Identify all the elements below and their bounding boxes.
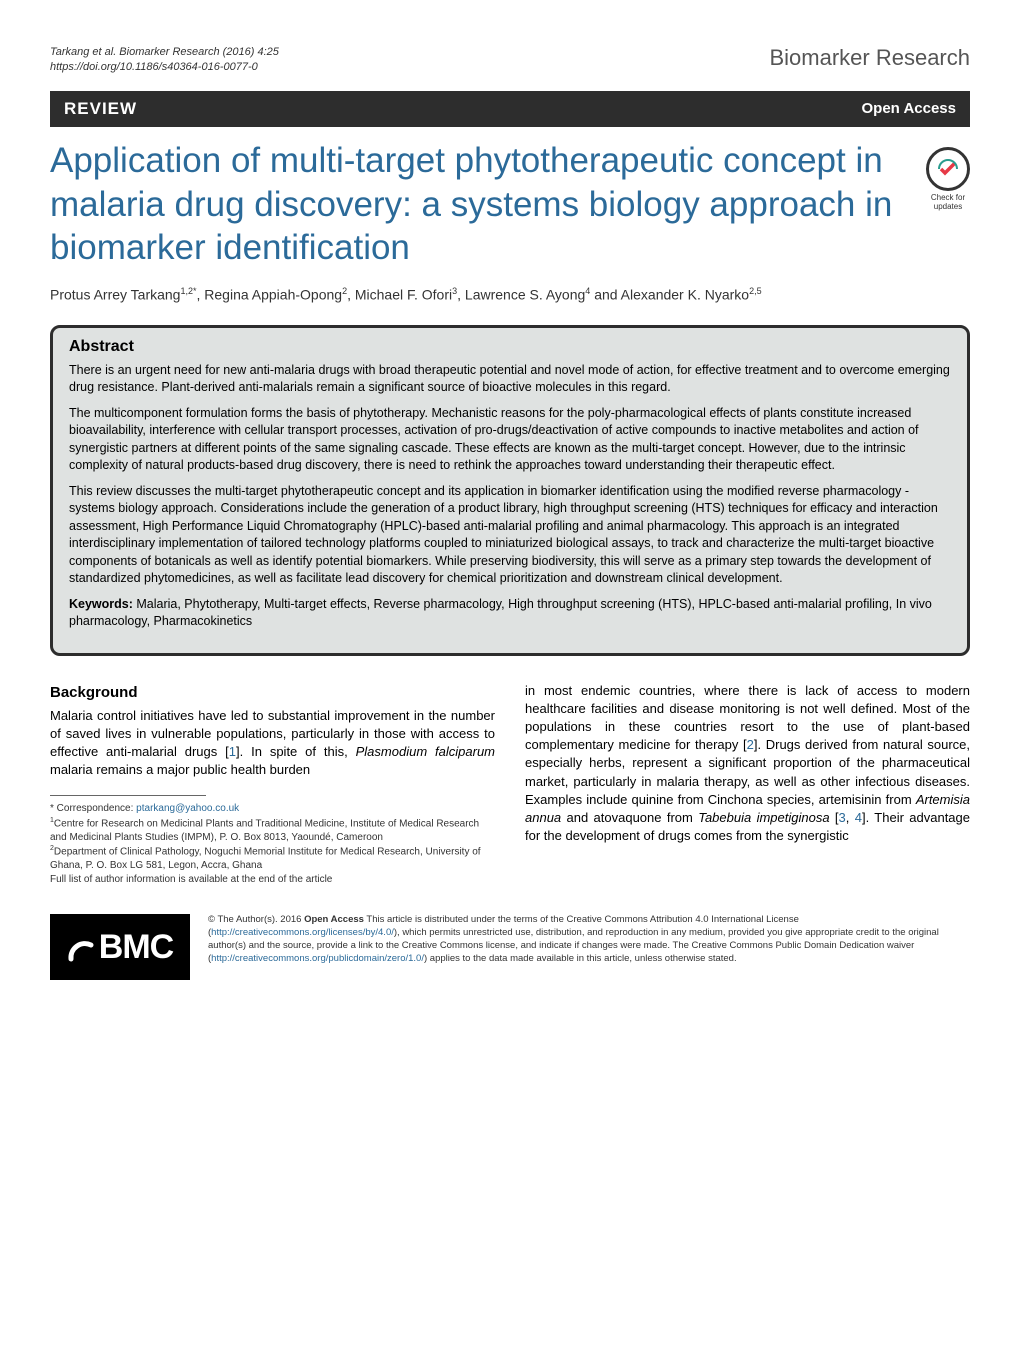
body-columns: Background Malaria control initiatives h… bbox=[50, 682, 970, 886]
crossmark-badge[interactable]: Check for updates bbox=[926, 139, 970, 212]
background-heading: Background bbox=[50, 682, 495, 703]
bmc-logo-text: BMC bbox=[99, 928, 173, 967]
full-author-info: Full list of author information is avail… bbox=[50, 873, 495, 887]
page-header: Tarkang et al. Biomarker Research (2016)… bbox=[50, 45, 970, 76]
bmc-logo: BMC bbox=[50, 914, 190, 980]
ref-link-3[interactable]: 3 bbox=[839, 810, 846, 825]
abstract-para-1: There is an urgent need for new anti-mal… bbox=[69, 362, 951, 397]
ref-link-2[interactable]: 2 bbox=[747, 737, 754, 752]
affiliation-1: 1Centre for Research on Medicinal Plants… bbox=[50, 816, 495, 844]
footnote-separator bbox=[50, 795, 206, 796]
license-url-2[interactable]: http://creativecommons.org/publicdomain/… bbox=[211, 953, 424, 964]
bmc-footer: BMC © The Author(s). 2016 Open Access Th… bbox=[50, 914, 970, 980]
ref-link-1[interactable]: 1 bbox=[229, 744, 236, 759]
abstract-para-3: This review discusses the multi-target p… bbox=[69, 483, 951, 588]
title-row: Application of multi-target phytotherape… bbox=[50, 139, 970, 286]
review-label: REVIEW bbox=[64, 99, 137, 119]
ref-link-4[interactable]: 4 bbox=[855, 810, 862, 825]
abstract-box: Abstract There is an urgent need for new… bbox=[50, 325, 970, 656]
keywords-text: Malaria, Phytotherapy, Multi-target effe… bbox=[69, 597, 932, 629]
abstract-para-2: The multicomponent formulation forms the… bbox=[69, 405, 951, 475]
article-title: Application of multi-target phytotherape… bbox=[50, 139, 906, 270]
license-url-1[interactable]: http://creativecommons.org/licenses/by/4… bbox=[211, 927, 394, 938]
doi-line: https://doi.org/10.1186/s40364-016-0077-… bbox=[50, 60, 279, 75]
abstract-keywords: Keywords: Malaria, Phytotherapy, Multi-t… bbox=[69, 596, 951, 631]
correspondence-footnote: * Correspondence: ptarkang@yahoo.co.uk bbox=[50, 802, 495, 816]
license-text: © The Author(s). 2016 Open Access This a… bbox=[208, 914, 970, 965]
keywords-label: Keywords: bbox=[69, 597, 133, 611]
column-left: Background Malaria control initiatives h… bbox=[50, 682, 495, 886]
bmc-arc-icon bbox=[67, 933, 95, 961]
authors-line: Protus Arrey Tarkang1,2*, Regina Appiah-… bbox=[50, 286, 970, 303]
crossmark-icon bbox=[926, 147, 970, 191]
column-right: in most endemic countries, where there i… bbox=[525, 682, 970, 886]
crossmark-text: Check for updates bbox=[931, 194, 965, 212]
citation-line: Tarkang et al. Biomarker Research (2016)… bbox=[50, 45, 279, 60]
review-bar: REVIEW Open Access bbox=[50, 91, 970, 127]
correspondence-email[interactable]: ptarkang@yahoo.co.uk bbox=[136, 803, 239, 814]
background-text-right: in most endemic countries, where there i… bbox=[525, 682, 970, 846]
abstract-heading: Abstract bbox=[69, 338, 951, 356]
citation-block: Tarkang et al. Biomarker Research (2016)… bbox=[50, 45, 279, 76]
checkmark-icon bbox=[936, 157, 960, 181]
open-access-label: Open Access bbox=[862, 100, 957, 117]
affiliation-2: 2Department of Clinical Pathology, Noguc… bbox=[50, 844, 495, 872]
background-text-left: Malaria control initiatives have led to … bbox=[50, 707, 495, 780]
journal-name: Biomarker Research bbox=[769, 45, 970, 71]
